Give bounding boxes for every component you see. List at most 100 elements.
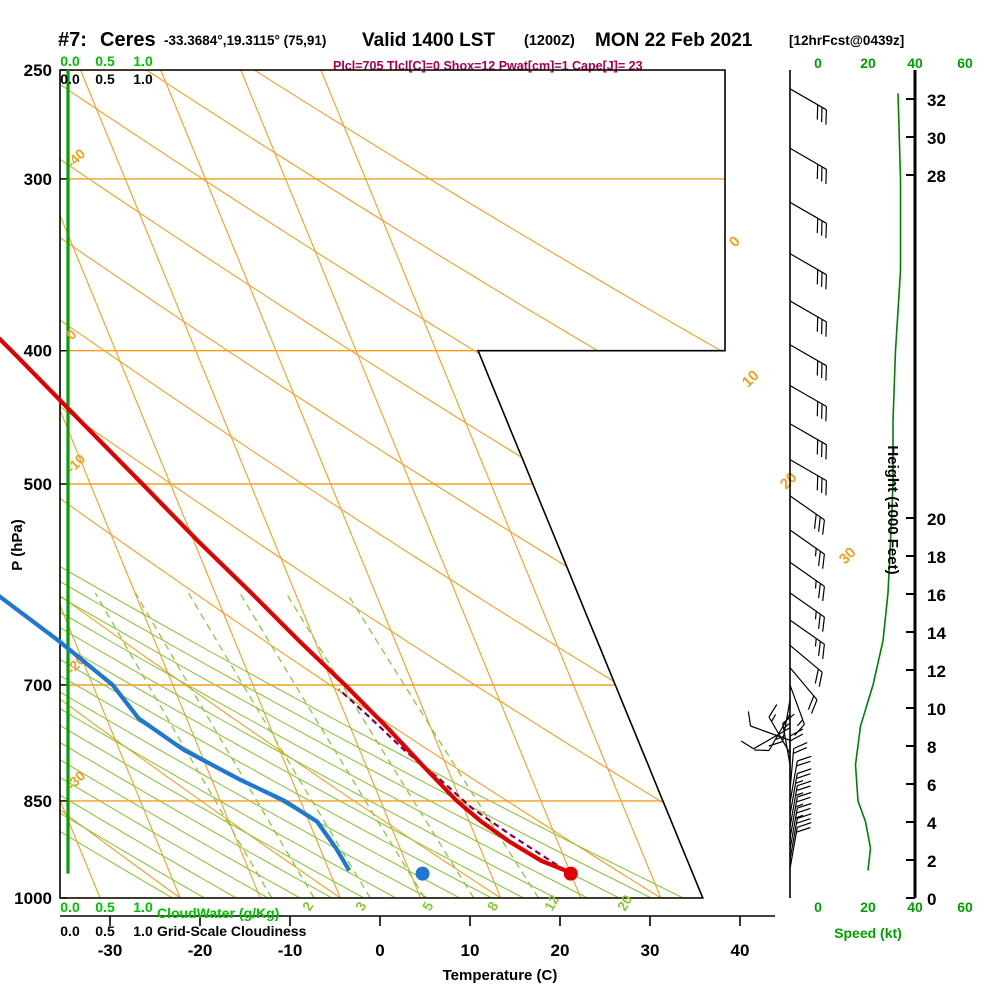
surface-dewpoint-dot: [415, 866, 430, 881]
temperature-tick-label: 40: [731, 941, 750, 960]
valid-time-label: Valid 1400 LST: [362, 30, 495, 51]
wind-barb: [782, 713, 795, 765]
plot-layer: 2503004005007008501000-400-10-20-3001020…: [0, 53, 973, 960]
mixing-ratio-label: 5: [419, 899, 437, 914]
wind-barb: [789, 667, 818, 714]
moist-adiabat-line: [60, 70, 365, 898]
height-tick-label: 32: [927, 91, 946, 110]
isotherm-label-right: 0: [726, 233, 744, 251]
temperature-tick-label: 10: [461, 941, 480, 960]
parameters-line: Plcl=705 Tlcl[C]=0 Shox=12 Pwat[cm]=1 Ca…: [333, 59, 643, 73]
cloudwater-tick-top: 1.0: [133, 53, 153, 69]
pressure-tick-label: 400: [24, 342, 52, 361]
isotherm-label-right: 10: [739, 367, 763, 391]
mixing-ratio-line: [346, 592, 540, 898]
temperature-tick-label: 30: [641, 941, 660, 960]
moist-adiabat-line: [60, 70, 397, 898]
isotherm-label-right: 30: [836, 544, 860, 568]
mixing-ratio-label: 12: [541, 892, 563, 914]
cloudwater-tick-bottom: 1.0: [133, 899, 153, 915]
cloudiness-tick-bottom: 1.0: [133, 923, 153, 939]
cloudwater-tick-bottom: 0.0: [60, 899, 80, 915]
cloudiness-tick-bottom: 0.5: [95, 923, 115, 939]
speed-tick-label-bottom: 0: [814, 899, 822, 915]
wind-barb: [789, 592, 825, 632]
wind-barb: [789, 802, 812, 850]
pressure-tick-label: 1000: [14, 889, 52, 908]
speed-tick-label-top: 60: [957, 55, 973, 71]
pressure-tick-label: 250: [24, 61, 52, 80]
height-tick-label: 2: [927, 852, 936, 871]
temperature-axis-label: Temperature (C): [443, 967, 558, 984]
wind-barb: [747, 711, 791, 741]
valid-time-utc: (1200Z): [524, 33, 575, 49]
dry-adiabat-line: [60, 70, 501, 898]
cloudiness-tick-top: 1.0: [133, 71, 153, 87]
speed-tick-label-bottom: 20: [860, 899, 876, 915]
mixing-ratio-line: [239, 592, 426, 898]
wind-barb: [789, 495, 825, 535]
speed-tick-label-bottom: 40: [907, 899, 923, 915]
plot-grid-clip: [0, 70, 725, 898]
dry-adiabat-line: [146, 70, 725, 898]
surface-temperature-dot: [563, 866, 578, 881]
cloudwater-tick-top: 0.0: [60, 53, 80, 69]
isotherm-line: [0, 70, 20, 898]
wind-barb: [789, 88, 827, 125]
speed-tick-label-top: 20: [860, 55, 876, 71]
cloudwater-tick-top: 0.5: [95, 53, 115, 69]
moist-adiabat-line: [60, 70, 652, 898]
moist-adiabat-line: [60, 70, 556, 898]
dry-adiabat-line: [60, 70, 725, 898]
height-tick-label: 0: [927, 890, 936, 909]
mixing-ratio-label: 8: [484, 899, 502, 914]
wind-barb: [789, 742, 808, 791]
dry-adiabat-line: [60, 70, 341, 898]
wind-barb: [789, 755, 812, 803]
isotherm-label-right: 20: [777, 469, 801, 493]
speed-axis-label: Speed (kt): [834, 925, 902, 941]
wind-barb: [789, 791, 812, 839]
cloudiness-tick-top: 0.5: [95, 71, 115, 87]
moist-adiabat-line: [60, 70, 524, 898]
height-tick-label: 28: [927, 167, 946, 186]
wind-barb: [789, 385, 827, 422]
temperature-tick-label: -20: [188, 941, 213, 960]
moist-adiabat-line: [60, 70, 333, 898]
mixing-ratio-line: [187, 592, 371, 898]
speed-tick-label-top: 0: [814, 55, 822, 71]
height-tick-label: 16: [927, 586, 946, 605]
wind-barb: [789, 201, 827, 239]
dry-adiabat-line: [60, 70, 725, 898]
station-id: #7:: [58, 29, 87, 51]
temperature-tick-label: 0: [375, 941, 384, 960]
wind-barb: [789, 300, 827, 337]
temperature-tick-label: -30: [98, 941, 123, 960]
moist-adiabat-line: [60, 70, 269, 898]
wind-barb: [789, 529, 825, 569]
cloudiness-axis-label: Grid-Scale Cloudiness: [157, 923, 307, 939]
isotherm-line: [60, 70, 181, 898]
height-tick-label: 12: [927, 662, 946, 681]
wind-barb: [789, 768, 812, 815]
dry-adiabat-line: [253, 70, 725, 898]
pressure-tick-label: 500: [24, 475, 52, 494]
temperature-tick-label: 20: [551, 941, 570, 960]
dry-adiabat-line: [60, 70, 662, 898]
wind-barb: [789, 684, 805, 736]
cloudiness-tick-top: 0.0: [60, 71, 80, 87]
cloudwater-axis-label: CloudWater (g/Kg): [157, 905, 279, 921]
height-axis-label: Height (1000 Feet): [884, 445, 901, 574]
moist-adiabat-line: [60, 70, 429, 898]
height-tick-label: 20: [927, 510, 946, 529]
cloudwater-tick-bottom: 0.5: [95, 899, 115, 915]
wind-barb: [789, 619, 825, 659]
pressure-tick-label: 700: [24, 676, 52, 695]
pressure-tick-label: 850: [24, 792, 52, 811]
dry-adiabat-line: [60, 70, 725, 898]
height-tick-label: 4: [927, 814, 937, 833]
height-tick-label: 18: [927, 548, 946, 567]
header-group: #7: Ceres -33.3684°,19.3115° (75,91) Val…: [58, 29, 904, 73]
forecast-tag: [12hrFcst@0439z]: [789, 33, 904, 48]
